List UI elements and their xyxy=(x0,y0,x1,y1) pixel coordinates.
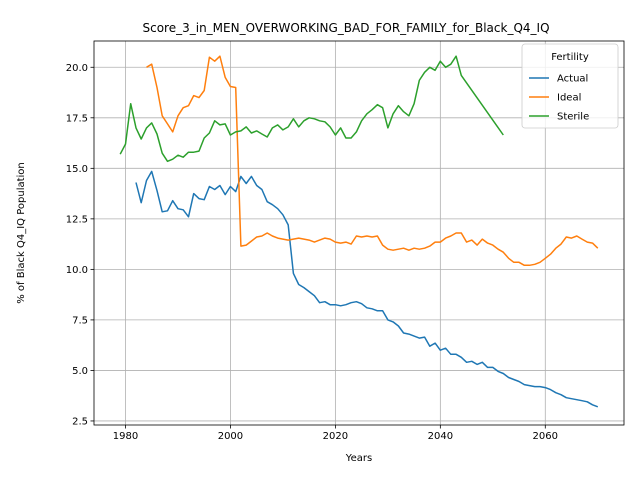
y-tick-label: 20.0 xyxy=(66,63,88,74)
x-tick-label: 2020 xyxy=(323,431,348,442)
x-tick-label: 2000 xyxy=(218,431,243,442)
legend-label-actual: Actual xyxy=(557,74,588,85)
y-tick-label: 17.5 xyxy=(66,113,88,124)
chart-title: Score_3_in_MEN_OVERWORKING_BAD_FOR_FAMIL… xyxy=(142,21,549,35)
y-tick-label: 15.0 xyxy=(66,164,88,175)
y-tick-label: 7.5 xyxy=(72,315,88,326)
series-line-ideal xyxy=(146,55,599,267)
series-line-actual xyxy=(135,170,599,408)
legend: Fertility Actual Ideal Sterile xyxy=(521,43,619,129)
axis-ticks: 1980 2000 2020 2040 2060 2.5 5.0 7.5 10.0 12.5 15.… xyxy=(66,63,558,442)
y-tick-label: 5.0 xyxy=(72,366,88,377)
x-tick-label: 1980 xyxy=(113,431,138,442)
y-tick-label: 10.0 xyxy=(66,265,88,276)
x-tick-label: 2040 xyxy=(428,431,453,442)
x-tick-label: 2060 xyxy=(533,431,558,442)
y-tick-label: 2.5 xyxy=(72,416,88,427)
series-lines xyxy=(119,55,599,408)
y-tick-label: 12.5 xyxy=(66,214,88,225)
x-axis-label: Years xyxy=(345,453,372,464)
legend-box xyxy=(521,43,619,129)
legend-title: Fertility xyxy=(551,52,589,63)
grid-lines xyxy=(94,41,624,425)
legend-label-sterile: Sterile xyxy=(557,112,589,123)
legend-label-ideal: Ideal xyxy=(557,93,581,104)
plot-frame xyxy=(93,40,625,426)
series-line-sterile xyxy=(119,55,504,163)
y-axis-label: % of Black Q4_IQ Population xyxy=(16,162,27,304)
